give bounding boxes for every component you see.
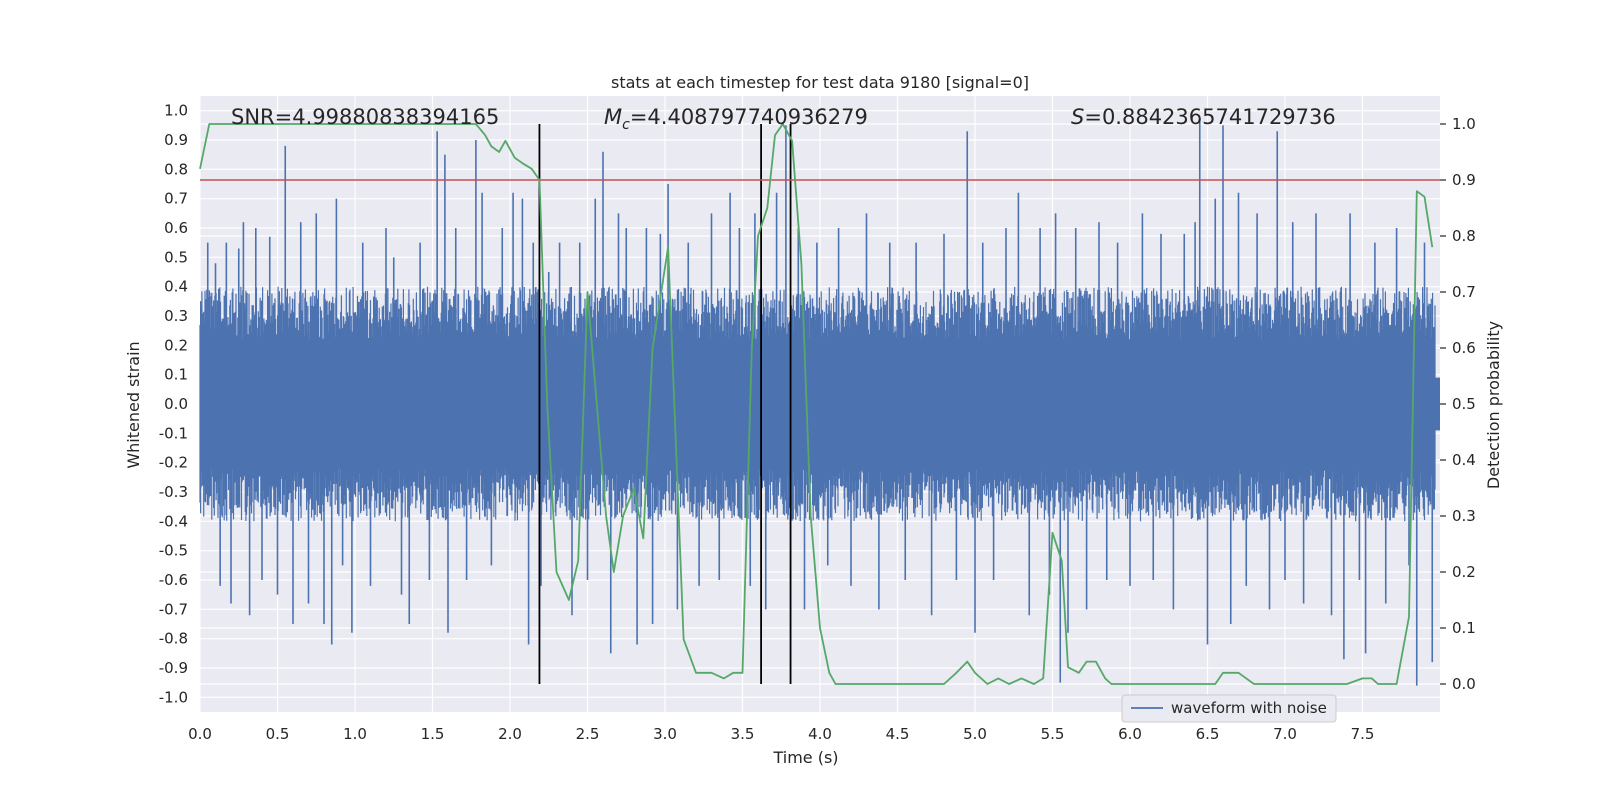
y-right-tick-label: 0.6 bbox=[1452, 339, 1476, 357]
y-right-tick-label: 0.1 bbox=[1452, 619, 1476, 637]
x-tick-label: 4.5 bbox=[886, 725, 910, 743]
x-tick-label: 1.0 bbox=[343, 725, 367, 743]
x-tick-label: 5.0 bbox=[963, 725, 987, 743]
y-left-tick-label: 0.4 bbox=[164, 278, 188, 296]
x-tick-label: 2.5 bbox=[576, 725, 600, 743]
y-left-tick-label: 0.1 bbox=[164, 366, 188, 384]
detection-probability-series bbox=[199, 123, 1434, 685]
waveform-core bbox=[200, 377, 1440, 431]
chirp-mass-subscript: c bbox=[622, 117, 630, 133]
chirp-mass-value: =4.408797740936279 bbox=[630, 105, 868, 129]
y-left-tick-label: -1.0 bbox=[159, 688, 188, 706]
x-tick-label: 4.0 bbox=[808, 725, 832, 743]
y-left-tick-label: -0.4 bbox=[159, 512, 188, 530]
y-left-tick-label: -0.9 bbox=[159, 659, 188, 677]
y-left-tick-label: 0.9 bbox=[164, 131, 188, 149]
y-left-tick-label: 1.0 bbox=[164, 102, 188, 120]
y-left-tick-label: -0.8 bbox=[159, 630, 188, 648]
y-left-tick-label: -0.5 bbox=[159, 542, 188, 560]
chirp-mass-annotation: Mc=4.408797740936279 bbox=[604, 105, 868, 133]
legend-label: waveform with noise bbox=[1171, 699, 1327, 717]
s-value: =0.8842365741729736 bbox=[1084, 105, 1335, 129]
y-left-tick-label: 0.2 bbox=[164, 336, 188, 354]
y-left-tick-label: 0.3 bbox=[164, 307, 188, 325]
x-tick-label: 2.0 bbox=[498, 725, 522, 743]
y-left-tick-label: -0.6 bbox=[159, 571, 188, 589]
x-tick-label: 0.5 bbox=[266, 725, 290, 743]
y-left-tick-label: 0.0 bbox=[164, 395, 188, 413]
x-tick-label: 6.5 bbox=[1196, 725, 1220, 743]
y-right-tick-label: 0.4 bbox=[1452, 451, 1476, 469]
y-left-tick-label: 0.5 bbox=[164, 248, 188, 266]
y-left-tick-label: -0.7 bbox=[159, 600, 188, 618]
x-tick-label: 3.0 bbox=[653, 725, 677, 743]
y-right-tick-label: 0.7 bbox=[1452, 283, 1476, 301]
y-left-axis-label: Whitened strain bbox=[124, 341, 143, 468]
y-right-tick-label: 0.8 bbox=[1452, 227, 1476, 245]
y-right-tick-label: 0.5 bbox=[1452, 395, 1476, 413]
x-tick-label: 1.5 bbox=[421, 725, 445, 743]
y-left-tick-label: -0.3 bbox=[159, 483, 188, 501]
y-right-axis-ticks: 1.0 0.9 0.8 0.7 0.6 0.5 0.4 0.3 0.2 0.1 0.0 bbox=[1440, 115, 1476, 693]
x-axis-label: Time (s) bbox=[772, 748, 838, 767]
x-tick-label: 7.5 bbox=[1351, 725, 1375, 743]
y-right-axis-label: Detection probability bbox=[1484, 321, 1503, 489]
y-left-tick-label: -0.2 bbox=[159, 454, 188, 472]
x-axis-ticks: 0.0 0.5 1.0 1.5 2.0 2.5 3.0 3.5 4.0 4.5 5.0 5.5 6.0 6… bbox=[188, 725, 1374, 743]
y-right-tick-label: 0.9 bbox=[1452, 171, 1476, 189]
snr-annotation: SNR=4.99880838394165 bbox=[231, 105, 499, 129]
s-symbol: S bbox=[1071, 105, 1084, 129]
chirp-mass-symbol: M bbox=[604, 105, 622, 129]
y-right-tick-label: 0.0 bbox=[1452, 675, 1476, 693]
vertical-markers bbox=[538, 124, 792, 684]
waveform-series bbox=[199, 119, 1440, 686]
x-tick-label: 0.0 bbox=[188, 725, 212, 743]
x-tick-label: 7.0 bbox=[1273, 725, 1297, 743]
y-left-tick-label: -0.1 bbox=[159, 424, 188, 442]
y-left-tick-label: 0.6 bbox=[164, 219, 188, 237]
chart-title: stats at each timestep for test data 918… bbox=[611, 73, 1029, 92]
x-tick-label: 6.0 bbox=[1118, 725, 1142, 743]
x-tick-label: 3.5 bbox=[731, 725, 755, 743]
y-right-tick-label: 0.3 bbox=[1452, 507, 1476, 525]
y-left-tick-label: 0.7 bbox=[164, 190, 188, 208]
legend-box bbox=[1121, 694, 1337, 723]
x-tick-label: 5.5 bbox=[1041, 725, 1065, 743]
y-left-tick-label: 0.8 bbox=[164, 160, 188, 178]
y-left-axis-ticks: 1.0 0.9 0.8 0.7 0.6 0.5 0.4 0.3 0.2 0.1 0.0 -0.1 -0.… bbox=[159, 102, 188, 707]
y-right-tick-label: 1.0 bbox=[1452, 115, 1476, 133]
y-right-tick-label: 0.2 bbox=[1452, 563, 1476, 581]
detection-probability-line bbox=[199, 123, 1434, 685]
legend: waveform with noise bbox=[1121, 694, 1337, 723]
s-annotation: S=0.8842365741729736 bbox=[1071, 105, 1336, 129]
